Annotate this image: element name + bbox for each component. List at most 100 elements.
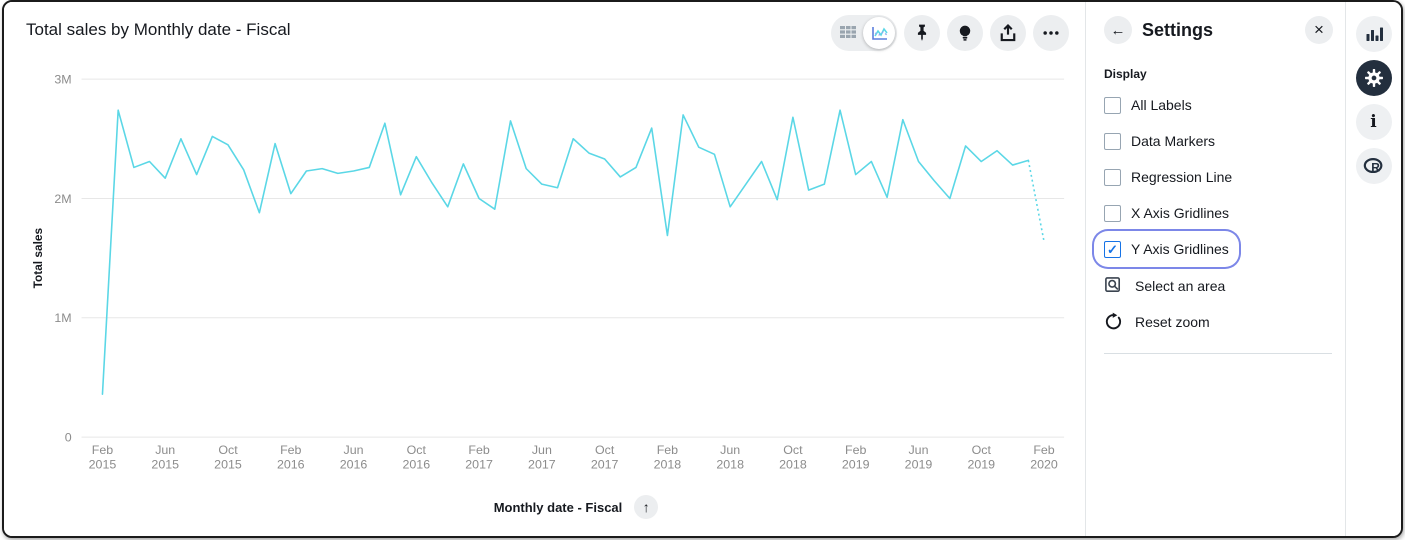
checkbox[interactable]: ✓	[1104, 132, 1121, 150]
x-tick-month: Oct	[595, 443, 615, 457]
x-tick-year: 2020	[1030, 458, 1058, 472]
x-tick-year: 2017	[591, 458, 619, 472]
chart-title: Total sales by Monthly date - Fiscal	[26, 20, 291, 39]
settings-header: ← Settings ×	[1104, 15, 1333, 45]
close-icon: ×	[1314, 20, 1324, 39]
x-tick-month: Jun	[155, 443, 175, 457]
x-axis-title-row: Monthly date - Fiscal ↑	[82, 495, 1070, 519]
reset-zoom-button[interactable]: Reset zoom	[1104, 304, 1333, 339]
select-area-label: Select an area	[1135, 277, 1226, 294]
checkbox[interactable]: ✓	[1104, 204, 1121, 222]
y-axis-title: Total sales	[31, 228, 45, 289]
check-icon: ✓	[1107, 241, 1118, 257]
x-tick-month: Jun	[720, 443, 740, 457]
x-tick-year: 2019	[967, 458, 995, 472]
x-tick-month: Feb	[1033, 443, 1055, 457]
arrow-left-icon: ←	[1110, 21, 1126, 39]
sort-ascending-button[interactable]: ↑	[634, 495, 659, 519]
x-tick-year: 2018	[779, 458, 807, 472]
chart-section: Total sales by Monthly date - Fiscal	[4, 2, 1085, 536]
settings-rail-button[interactable]	[1355, 60, 1392, 96]
checkbox-label: All Labels	[1131, 97, 1192, 113]
checkbox-label: Y Axis Gridlines	[1131, 241, 1229, 257]
x-tick-year: 2015	[214, 458, 242, 472]
select-area-icon	[1105, 277, 1121, 293]
x-tick-year: 2016	[340, 458, 368, 472]
x-tick-month: Feb	[468, 443, 490, 457]
more-options-button[interactable]	[1033, 15, 1069, 51]
r-insights-rail-button[interactable]: R	[1355, 148, 1392, 184]
select-area-button[interactable]: Select an area	[1104, 268, 1333, 303]
checkbox-row-y-axis-gridlines[interactable]: ✓ Y Axis Gridlines	[1094, 231, 1239, 267]
checkbox-label: Regression Line	[1131, 169, 1233, 185]
export-icon	[1000, 23, 1016, 42]
pin-icon	[917, 24, 927, 41]
right-rail: i R	[1345, 2, 1401, 536]
lightbulb-icon	[959, 25, 971, 41]
total-sales-line[interactable]	[101, 109, 1030, 395]
checkbox[interactable]: ✓	[1104, 240, 1121, 258]
ellipsis-icon	[1043, 31, 1059, 35]
y-tick-label: 2M	[54, 192, 71, 206]
checkbox-row-data-markers[interactable]: ✓ Data Markers	[1094, 123, 1225, 159]
checkbox[interactable]: ✓	[1104, 96, 1121, 114]
svg-text:R: R	[1371, 161, 1380, 175]
suggestions-button[interactable]	[947, 15, 983, 51]
reset-zoom-icon	[1105, 312, 1122, 330]
chart-toolbar	[831, 15, 1069, 51]
x-tick-year: 2015	[89, 458, 117, 472]
x-tick-year: 2017	[528, 458, 556, 472]
y-tick-label: 3M	[54, 73, 71, 87]
settings-panel: ← Settings × Display ✓ All Labels ✓ Data Ma…	[1085, 2, 1345, 536]
info-rail-button[interactable]: i	[1355, 104, 1392, 140]
x-tick-year: 2018	[716, 458, 744, 472]
checkbox-row-all-labels[interactable]: ✓ All Labels	[1094, 87, 1202, 123]
x-tick-month: Feb	[280, 443, 302, 457]
settings-title: Settings	[1142, 19, 1214, 40]
chart-view-button[interactable]	[863, 17, 895, 49]
x-tick-month: Feb	[845, 443, 867, 457]
y-tick-label: 1M	[54, 311, 71, 325]
checkbox-row-x-axis-gridlines[interactable]: ✓ X Axis Gridlines	[1094, 195, 1239, 231]
x-tick-month: Jun	[908, 443, 928, 457]
x-tick-year: 2018	[654, 458, 682, 472]
x-axis-title: Monthly date - Fiscal	[493, 499, 623, 515]
x-tick-year: 2015	[151, 458, 179, 472]
x-tick-year: 2019	[905, 458, 933, 472]
visualize-rail-button[interactable]	[1355, 16, 1392, 52]
pin-button[interactable]	[904, 15, 940, 51]
back-button[interactable]: ←	[1104, 16, 1132, 44]
checkbox-label: X Axis Gridlines	[1131, 205, 1230, 221]
x-tick-month: Oct	[783, 443, 803, 457]
settings-divider	[1104, 353, 1332, 354]
x-tick-month: Oct	[218, 443, 238, 457]
x-tick-month: Feb	[657, 443, 679, 457]
checkbox-row-regression-line[interactable]: ✓ Regression Line	[1094, 159, 1242, 195]
info-icon: i	[1370, 112, 1377, 132]
total-sales-line-partial-period[interactable]	[1027, 160, 1045, 242]
x-tick-year: 2019	[842, 458, 870, 472]
arrow-up-icon: ↑	[642, 499, 650, 515]
x-tick-year: 2016	[403, 458, 431, 472]
bar-chart-icon	[1366, 27, 1383, 41]
x-tick-month: Oct	[972, 443, 992, 457]
display-section-label: Display	[1104, 67, 1147, 81]
x-tick-month: Jun	[344, 443, 364, 457]
line-chart-view-icon	[871, 26, 888, 40]
close-button[interactable]: ×	[1305, 16, 1333, 44]
export-button[interactable]	[990, 15, 1026, 51]
table-view-button[interactable]	[833, 17, 863, 49]
sales-line-chart[interactable]: 01M2M3MFeb2015Jun2015Oct2015Feb2016Jun20…	[4, 2, 1085, 536]
x-tick-month: Jun	[532, 443, 552, 457]
checkbox-label: Data Markers	[1131, 133, 1216, 149]
x-tick-year: 2016	[277, 458, 305, 472]
checkbox[interactable]: ✓	[1104, 168, 1121, 186]
table-view-icon	[840, 26, 856, 38]
gear-icon	[1364, 69, 1383, 87]
y-tick-label: 0	[65, 431, 72, 445]
x-tick-month: Feb	[92, 443, 114, 457]
x-tick-year: 2017	[465, 458, 493, 472]
view-toggle	[831, 15, 897, 51]
reset-zoom-label: Reset zoom	[1135, 313, 1210, 330]
